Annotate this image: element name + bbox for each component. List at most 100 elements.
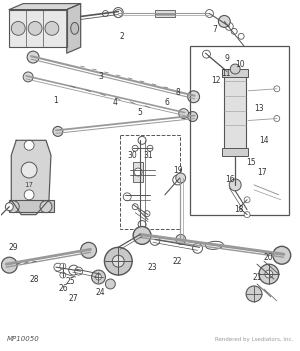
Text: 17: 17	[25, 182, 34, 188]
Circle shape	[144, 211, 150, 217]
Circle shape	[60, 263, 66, 269]
Text: 3: 3	[98, 72, 103, 81]
Text: 14: 14	[259, 136, 269, 145]
Circle shape	[193, 243, 202, 253]
Text: 31: 31	[143, 151, 153, 160]
Text: 23: 23	[147, 263, 157, 272]
Circle shape	[104, 247, 132, 275]
Text: 29: 29	[8, 243, 18, 252]
Ellipse shape	[206, 241, 223, 249]
Polygon shape	[11, 140, 51, 214]
Circle shape	[75, 267, 83, 275]
Circle shape	[138, 137, 146, 144]
Text: 28: 28	[29, 274, 39, 284]
Circle shape	[132, 145, 138, 151]
Text: 20: 20	[263, 253, 273, 262]
Circle shape	[113, 8, 123, 18]
Circle shape	[105, 279, 115, 289]
Circle shape	[173, 175, 183, 185]
Circle shape	[27, 51, 39, 63]
Circle shape	[138, 220, 146, 229]
Circle shape	[40, 201, 52, 213]
Text: 27: 27	[69, 294, 79, 303]
Circle shape	[244, 197, 250, 203]
Text: 24: 24	[96, 289, 105, 297]
Circle shape	[54, 263, 62, 271]
Text: Rendered by Lsediators, Inc.: Rendered by Lsediators, Inc.	[215, 337, 294, 343]
Circle shape	[150, 236, 160, 245]
Text: 15: 15	[246, 158, 256, 167]
Circle shape	[114, 9, 122, 18]
Text: 10: 10	[235, 60, 245, 68]
Circle shape	[92, 270, 105, 284]
Circle shape	[225, 22, 233, 30]
Circle shape	[69, 265, 79, 275]
Text: 17: 17	[257, 167, 267, 177]
Polygon shape	[67, 4, 81, 53]
Bar	[9, 200, 54, 212]
Text: 1: 1	[53, 96, 58, 105]
Text: MP10050: MP10050	[6, 337, 39, 343]
Text: 30: 30	[127, 151, 137, 160]
Circle shape	[206, 9, 213, 18]
Circle shape	[273, 246, 291, 264]
Bar	[120, 135, 180, 230]
Circle shape	[102, 11, 108, 16]
Circle shape	[188, 112, 198, 121]
Circle shape	[231, 28, 237, 34]
Circle shape	[5, 203, 13, 211]
Text: 5: 5	[138, 108, 142, 117]
Circle shape	[246, 286, 262, 302]
Text: 18: 18	[234, 205, 244, 214]
Circle shape	[95, 274, 101, 280]
Circle shape	[23, 72, 33, 82]
Circle shape	[24, 190, 34, 200]
Circle shape	[274, 86, 280, 92]
Circle shape	[132, 204, 138, 210]
Text: 13: 13	[254, 104, 264, 113]
Circle shape	[60, 272, 66, 278]
Bar	[190, 46, 289, 214]
Text: 19: 19	[173, 166, 183, 174]
Circle shape	[230, 64, 240, 74]
Circle shape	[24, 140, 34, 150]
Circle shape	[244, 212, 250, 218]
Circle shape	[45, 21, 59, 35]
Circle shape	[112, 255, 124, 267]
Bar	[222, 69, 248, 77]
Text: 25: 25	[66, 277, 76, 285]
Circle shape	[229, 179, 241, 191]
Circle shape	[188, 91, 200, 103]
Circle shape	[81, 243, 97, 258]
Circle shape	[147, 145, 153, 151]
Circle shape	[202, 50, 210, 58]
Circle shape	[274, 115, 280, 121]
Circle shape	[21, 162, 37, 178]
Text: 12: 12	[212, 77, 221, 85]
Circle shape	[28, 21, 42, 35]
Text: 22: 22	[173, 257, 182, 266]
Ellipse shape	[71, 22, 79, 34]
Text: 11: 11	[221, 69, 231, 79]
Circle shape	[176, 173, 186, 183]
Circle shape	[11, 21, 25, 35]
Circle shape	[238, 33, 244, 39]
Bar	[222, 148, 248, 156]
Bar	[133, 162, 143, 182]
Bar	[155, 9, 175, 18]
Bar	[224, 71, 246, 150]
Circle shape	[7, 201, 19, 213]
Circle shape	[2, 257, 17, 273]
Text: 9: 9	[225, 54, 230, 62]
Circle shape	[53, 126, 63, 137]
Text: 16: 16	[225, 176, 235, 185]
Text: 21: 21	[252, 272, 262, 282]
Circle shape	[218, 15, 230, 27]
Text: 26: 26	[59, 284, 69, 293]
Text: 8: 8	[176, 88, 180, 97]
Circle shape	[265, 270, 273, 278]
Circle shape	[259, 264, 279, 284]
Circle shape	[133, 226, 151, 244]
Circle shape	[134, 168, 142, 176]
Text: 4: 4	[113, 98, 118, 107]
